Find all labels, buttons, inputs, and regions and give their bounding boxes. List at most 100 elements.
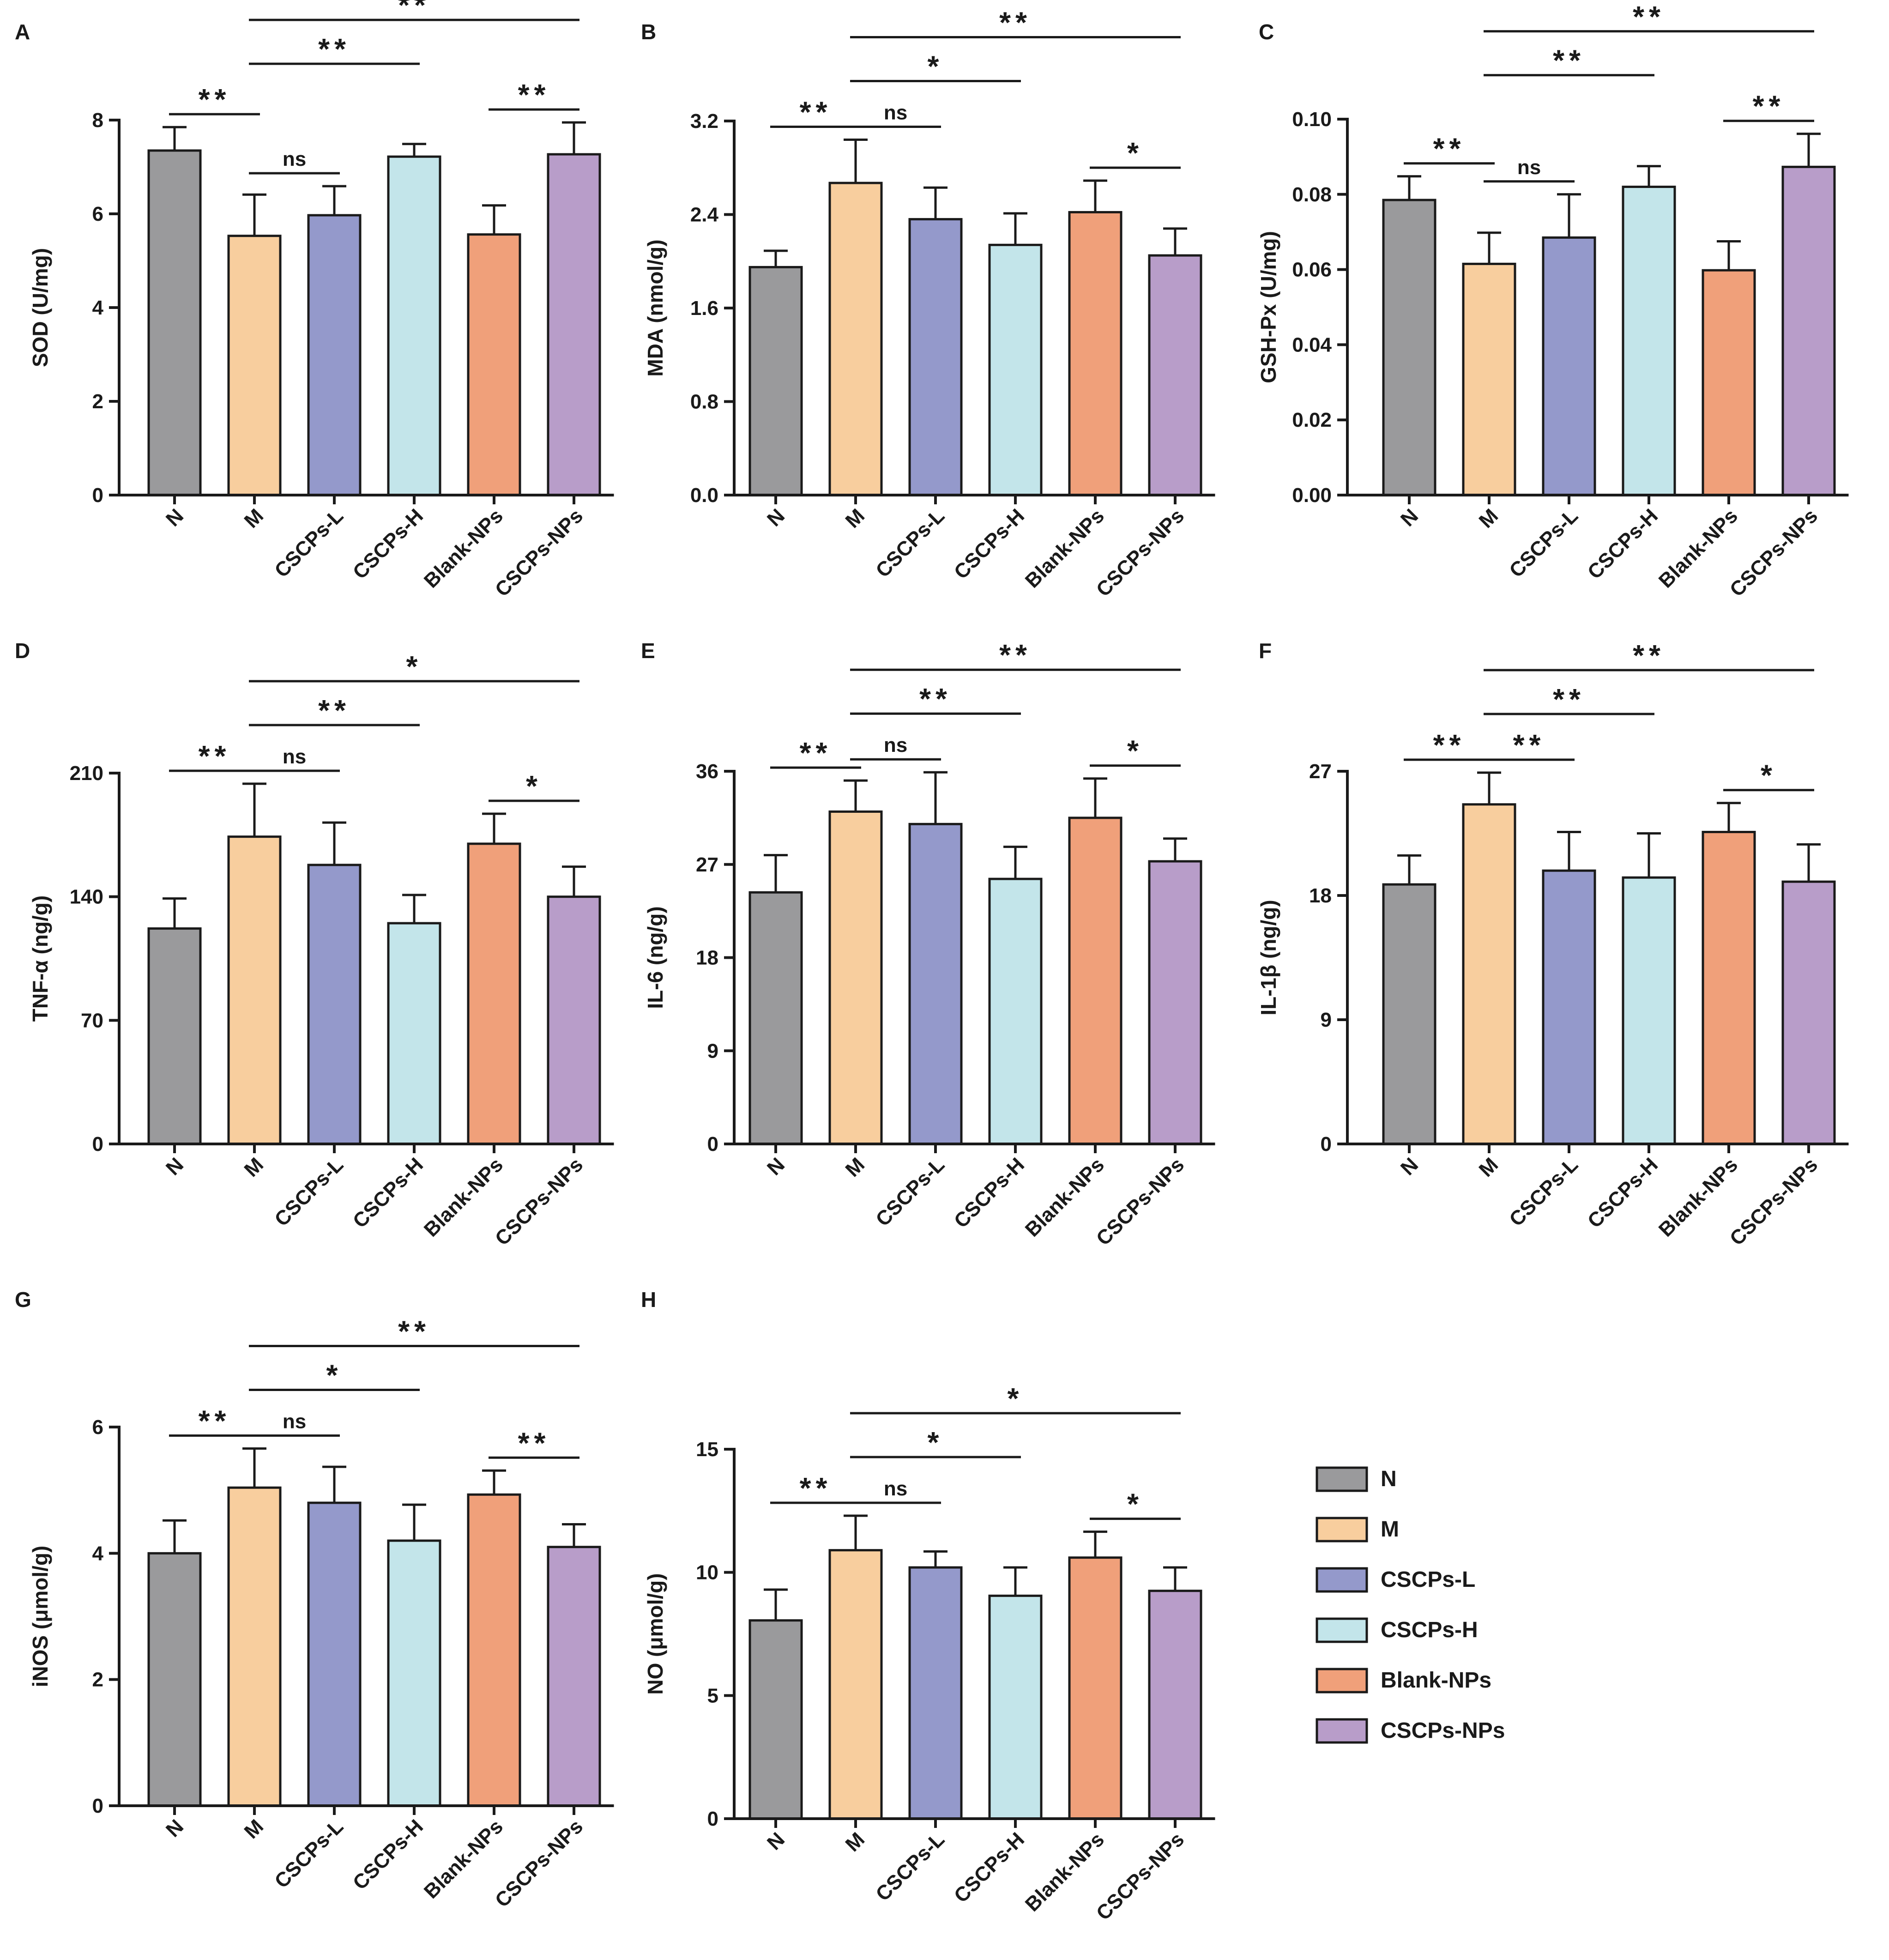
y-tick-label: 6 (92, 1416, 103, 1439)
x-tick-label: M (240, 1153, 268, 1181)
significance-label: ns (1517, 156, 1541, 179)
significance-label: ns (884, 1477, 907, 1500)
bar-blank-nps (467, 1493, 521, 1807)
y-tick-label: 0.10 (1292, 108, 1332, 131)
x-tick-label: Blank-NPs (1021, 1153, 1109, 1241)
bar-m (828, 810, 883, 1145)
x-tick-label: Blank-NPs (420, 1153, 507, 1241)
y-tick-label: 0 (92, 1133, 103, 1155)
y-tick-label: 210 (70, 762, 103, 785)
x-tick-label: M (841, 1828, 869, 1856)
significance-label: ** (518, 1426, 550, 1459)
x-tick-label: CSCPs-L (1505, 1153, 1582, 1231)
bar-cscps-nps (547, 895, 601, 1145)
significance-label: * (406, 650, 422, 683)
significance-label: ** (999, 638, 1032, 671)
x-tick-label: Blank-NPs (1654, 504, 1742, 592)
panel-letter: B (641, 20, 656, 44)
panel-letter: A (15, 20, 30, 44)
bar-cscps-nps (547, 1546, 601, 1807)
bar-cscps-l (307, 1501, 362, 1807)
significance-label: ** (1633, 639, 1665, 672)
significance-label: ** (1633, 0, 1665, 33)
bar-blank-nps (1702, 269, 1756, 496)
y-tick-label: 1.6 (690, 297, 718, 320)
significance-label: ** (1553, 44, 1585, 77)
bar-cscps-nps (1148, 1590, 1202, 1820)
y-tick-label: 70 (81, 1009, 103, 1032)
y-tick-label: 9 (1321, 1009, 1332, 1031)
legend-label: CSCPs-H (1381, 1618, 1478, 1642)
x-tick-label: N (162, 1153, 188, 1180)
y-tick-label: 36 (696, 760, 718, 783)
x-tick-label: N (763, 504, 789, 531)
y-tick-label: 18 (1309, 884, 1332, 907)
significance-label: ** (1433, 728, 1466, 762)
bar-blank-nps (1068, 1556, 1123, 1820)
significance-label: * (1761, 759, 1777, 792)
significance-label: ** (1753, 90, 1785, 123)
y-tick-label: 3.2 (690, 110, 718, 133)
bar-cscps-l (908, 823, 963, 1145)
legend-label: Blank-NPs (1381, 1668, 1491, 1693)
bar-blank-nps (1702, 831, 1756, 1145)
significance-label: * (1127, 1488, 1143, 1521)
significance-label: ns (884, 734, 907, 756)
bar-m (1462, 803, 1516, 1145)
panel-letter: C (1259, 20, 1274, 44)
bar-m (828, 1549, 883, 1820)
legend-swatch (1316, 1617, 1368, 1643)
bar-cscps-h (387, 1539, 441, 1807)
x-tick-label: CSCPs-L (270, 504, 348, 582)
legend-swatch (1316, 1668, 1368, 1694)
legend-label: N (1381, 1467, 1397, 1491)
y-tick-label: 4 (92, 1542, 104, 1565)
legend-swatch (1316, 1567, 1368, 1593)
y-tick-label: 0 (92, 484, 103, 507)
panel-letter: F (1259, 639, 1272, 663)
y-tick-label: 2 (92, 390, 103, 413)
significance-label: * (326, 1358, 343, 1391)
x-tick-label: M (1475, 1153, 1503, 1181)
bar-n (748, 891, 803, 1145)
y-tick-label: 27 (696, 853, 718, 876)
significance-label: ** (398, 0, 430, 22)
bar-n (748, 1619, 803, 1820)
x-tick-label: CSCPs-H (1583, 1153, 1662, 1232)
x-tick-label: CSCPs-H (349, 1153, 428, 1232)
significance-label: ** (1513, 728, 1545, 762)
bar-cscps-l (1542, 236, 1596, 496)
bar-m (1462, 262, 1516, 496)
y-axis-label: SOD (U/mg) (28, 248, 52, 367)
y-tick-label: 6 (92, 203, 103, 225)
x-tick-label: CSCPs-H (1583, 504, 1662, 583)
bar-m (828, 181, 883, 496)
x-tick-label: CSCPs-H (950, 1828, 1029, 1907)
significance-label: * (1008, 1382, 1024, 1415)
bar-n (147, 927, 202, 1145)
panel-letter: H (641, 1288, 656, 1312)
y-axis-label: iNOS (μmol/g) (28, 1546, 52, 1688)
x-tick-label: N (763, 1153, 789, 1180)
significance-label: ** (318, 32, 350, 66)
bar-cscps-nps (547, 153, 601, 496)
chart-panel-b: B 0.0 0.8 1.6 2.4 3.2 N M CSCPs-L CSCPs-HBlank-NP… (641, 6, 1215, 601)
x-tick-label: N (1396, 1153, 1423, 1180)
significance-label: ** (800, 736, 832, 769)
bar-cscps-h (988, 877, 1043, 1145)
x-tick-label: Blank-NPs (1021, 504, 1109, 592)
x-tick-label: CSCPs-L (270, 1153, 348, 1231)
bar-cscps-h (387, 922, 441, 1145)
y-tick-label: 0.00 (1292, 484, 1332, 507)
y-tick-label: 5 (707, 1684, 718, 1707)
y-tick-label: 2.4 (690, 204, 719, 226)
x-tick-label: CSCPs-H (950, 504, 1029, 583)
bar-n (1382, 883, 1436, 1145)
bar-cscps-l (307, 214, 362, 496)
bar-m (227, 235, 282, 496)
